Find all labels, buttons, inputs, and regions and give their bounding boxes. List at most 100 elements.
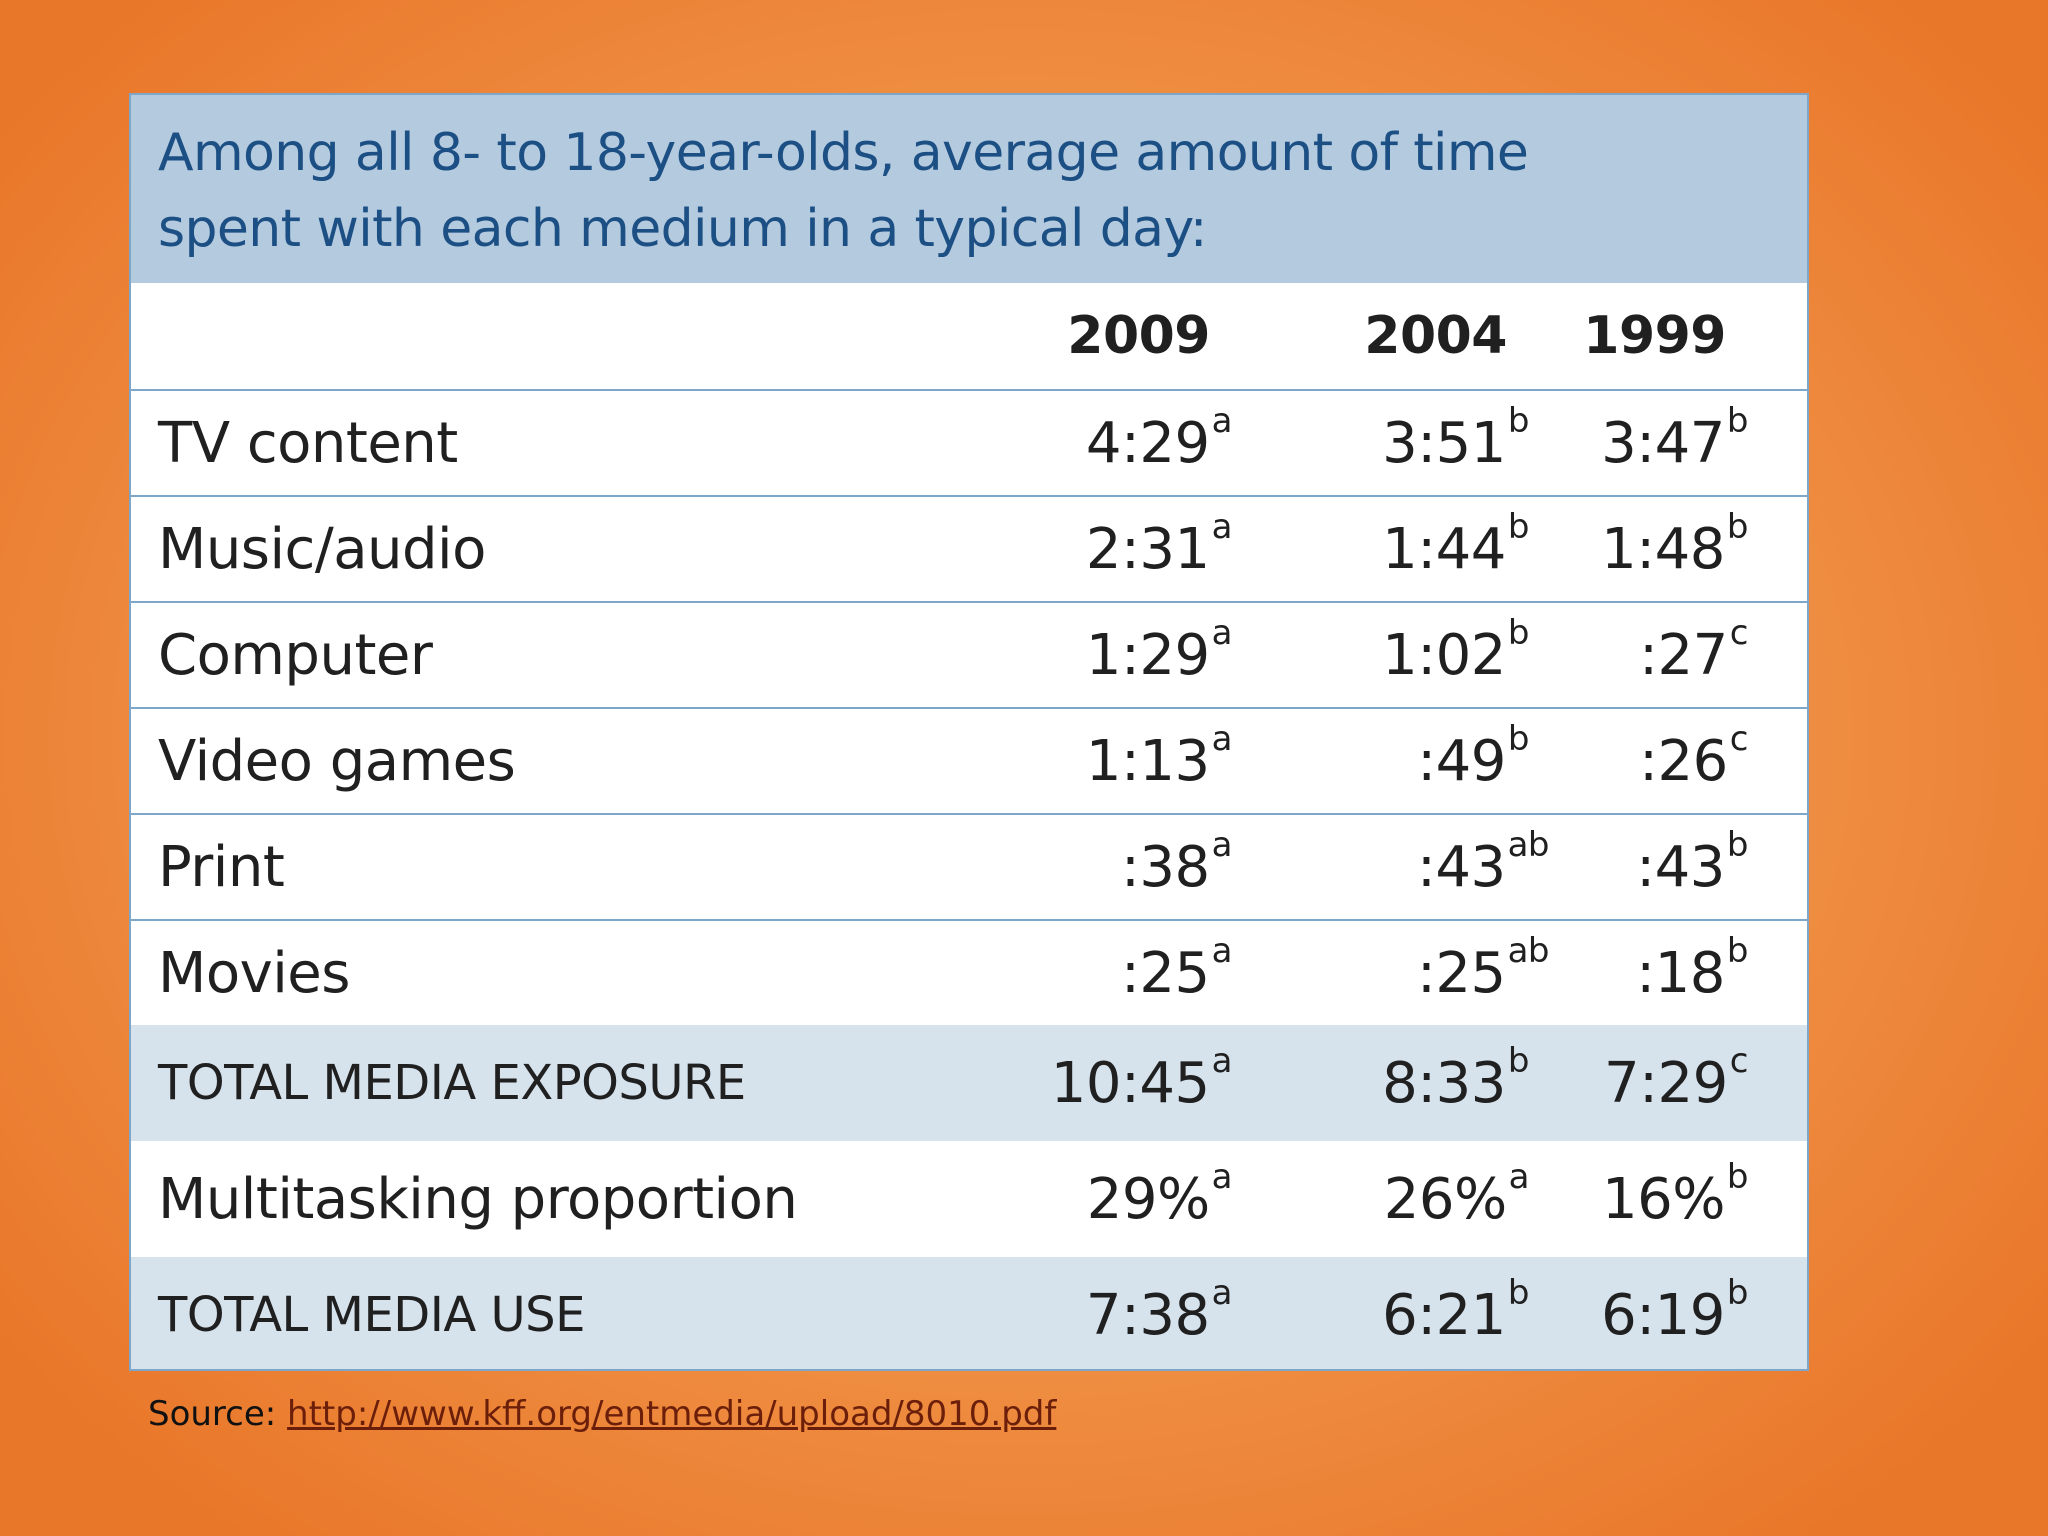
table-row: Music/audio 2:31 a 1:44 b 1:48 b xyxy=(131,495,1807,601)
value-cell: 2:31 a xyxy=(1085,497,1233,601)
value-text: 6:19 xyxy=(1601,1282,1725,1348)
table-title-line-1: Among all 8- to 18-year-olds, average am… xyxy=(158,123,1529,183)
value-text: 1:48 xyxy=(1601,516,1725,582)
value-cell: 7:38 a xyxy=(1085,1257,1233,1369)
value-text: 16% xyxy=(1601,1166,1725,1232)
row-label: Print xyxy=(158,834,285,900)
significance-superscript: a xyxy=(1211,931,1233,971)
table-row: Multitasking proportion 29% a 26% a 16% b xyxy=(131,1141,1807,1257)
significance-superscript: b xyxy=(1726,931,1749,971)
significance-superscript: b xyxy=(1726,401,1749,441)
table-row: Computer 1:29 a 1:02 b :27 c xyxy=(131,601,1807,707)
row-label: Video games xyxy=(158,728,516,794)
significance-superscript: ab xyxy=(1507,825,1550,865)
value-text: 6:21 xyxy=(1382,1282,1506,1348)
value-text: 3:47 xyxy=(1601,410,1725,476)
value-cell: :25 a xyxy=(1121,921,1232,1025)
column-header-1999: 1999 xyxy=(1583,306,1726,366)
value-text: :49 xyxy=(1417,728,1506,794)
value-text: 1:02 xyxy=(1382,622,1506,688)
row-label: Movies xyxy=(158,940,350,1006)
value-text: :18 xyxy=(1636,940,1725,1006)
value-text: :38 xyxy=(1121,834,1210,900)
value-cell: 26% a xyxy=(1383,1141,1530,1257)
significance-superscript: a xyxy=(1211,1041,1233,1081)
significance-superscript: b xyxy=(1726,825,1749,865)
value-text: 8:33 xyxy=(1382,1050,1506,1116)
table-row: Movies:25 a:25 ab:18 b xyxy=(131,919,1807,1025)
significance-superscript: a xyxy=(1211,719,1233,759)
value-text: :25 xyxy=(1121,940,1210,1006)
row-label: Multitasking proportion xyxy=(158,1166,798,1232)
column-header-2004: 2004 xyxy=(1364,306,1507,366)
significance-superscript: b xyxy=(1507,613,1530,653)
value-text: 3:51 xyxy=(1382,410,1506,476)
value-text: 4:29 xyxy=(1085,410,1210,476)
significance-superscript: a xyxy=(1508,1157,1530,1197)
significance-superscript: b xyxy=(1507,1041,1530,1081)
value-cell: :18 b xyxy=(1636,921,1748,1025)
table-title-line-2: spent with each medium in a typical day: xyxy=(158,199,1207,259)
significance-superscript: b xyxy=(1507,1273,1530,1313)
value-text: 1:29 xyxy=(1085,622,1210,688)
source-label: Source: xyxy=(148,1394,288,1434)
table-row: TV content 4:29 a 3:51 b 3:47 b xyxy=(131,389,1807,495)
value-text: 7:38 xyxy=(1085,1282,1210,1348)
value-cell: 6:19 b xyxy=(1601,1257,1748,1369)
value-cell: 4:29 a xyxy=(1085,391,1233,495)
value-cell: 1:02 b xyxy=(1382,603,1529,707)
value-cell: :25 ab xyxy=(1416,921,1550,1025)
value-cell: 1:29 a xyxy=(1085,603,1233,707)
significance-superscript: a xyxy=(1211,1273,1233,1313)
value-text: 7:29 xyxy=(1604,1050,1728,1116)
value-text: :25 xyxy=(1416,940,1506,1006)
significance-superscript: ab xyxy=(1507,931,1550,971)
significance-superscript: c xyxy=(1729,1041,1749,1081)
row-label: TOTAL MEDIA EXPOSURE xyxy=(158,1055,746,1111)
value-cell: 8:33 b xyxy=(1382,1025,1529,1141)
value-cell: 16% b xyxy=(1601,1141,1749,1257)
source-link[interactable]: http://www.kff.org/entmedia/upload/8010.… xyxy=(287,1394,1057,1434)
value-cell: :43 b xyxy=(1636,815,1748,919)
table-title-bar: Among all 8- to 18-year-olds, average am… xyxy=(131,95,1807,283)
value-cell: :27 c xyxy=(1639,603,1748,707)
media-time-table: Among all 8- to 18-year-olds, average am… xyxy=(129,93,1809,1371)
significance-superscript: b xyxy=(1507,719,1530,759)
significance-superscript: a xyxy=(1211,401,1233,441)
value-text: 1:13 xyxy=(1085,728,1210,794)
significance-superscript: a xyxy=(1211,507,1233,547)
value-cell: 1:48 b xyxy=(1601,497,1748,601)
row-label: TOTAL MEDIA USE xyxy=(158,1287,585,1343)
value-cell: 7:29 c xyxy=(1604,1025,1748,1141)
value-text: :43 xyxy=(1636,834,1725,900)
value-cell: :43 ab xyxy=(1417,815,1550,919)
value-cell: :26 c xyxy=(1639,709,1748,813)
value-cell: 29% a xyxy=(1086,1141,1233,1257)
significance-superscript: b xyxy=(1507,401,1530,441)
value-cell: 3:51 b xyxy=(1382,391,1529,495)
table-row: TOTAL MEDIA EXPOSURE 10:45 a 8:33 b 7:29 c xyxy=(131,1025,1807,1141)
row-label: Computer xyxy=(158,622,433,688)
row-label: TV content xyxy=(158,410,458,476)
significance-superscript: a xyxy=(1211,613,1233,653)
value-cell: :49 b xyxy=(1417,709,1529,813)
value-text: 10:45 xyxy=(1050,1050,1210,1116)
value-cell: 3:47 b xyxy=(1601,391,1748,495)
value-text: 29% xyxy=(1086,1166,1210,1232)
significance-superscript: c xyxy=(1729,613,1749,653)
source-citation: Source: http://www.kff.org/entmedia/uplo… xyxy=(148,1394,1056,1434)
column-header-2009: 2009 xyxy=(1067,306,1210,366)
significance-superscript: b xyxy=(1507,507,1530,547)
significance-superscript: b xyxy=(1726,1157,1749,1197)
value-cell: 1:13 a xyxy=(1085,709,1233,813)
table-row: TOTAL MEDIA USE 7:38 a 6:21 b 6:19 b xyxy=(131,1257,1807,1369)
value-cell: :38 a xyxy=(1121,815,1232,919)
table-row: Video games 1:13 a :49 b :26 c xyxy=(131,707,1807,813)
value-cell: 10:45 a xyxy=(1050,1025,1233,1141)
value-text: :27 xyxy=(1639,622,1728,688)
table-row: Print:38 a:43 ab:43 b xyxy=(131,813,1807,919)
significance-superscript: a xyxy=(1211,1157,1233,1197)
value-text: 2:31 xyxy=(1085,516,1210,582)
value-text: 26% xyxy=(1383,1166,1507,1232)
value-text: 1:44 xyxy=(1382,516,1506,582)
